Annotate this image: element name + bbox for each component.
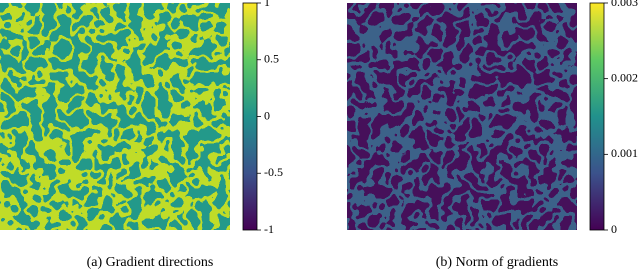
colorbar-tick-label: 0.002 xyxy=(611,70,638,84)
caption: (a) Gradient directions xyxy=(87,255,214,270)
colorbar xyxy=(589,2,605,231)
colorbar-tick-label: 0 xyxy=(264,108,270,122)
colorbar-tick-label: 1 xyxy=(264,0,270,9)
caption: (b) Norm of gradients xyxy=(436,255,558,270)
colorbar-tick-label: 0.5 xyxy=(264,52,279,66)
colorbar xyxy=(242,2,258,231)
colorbar-tick-label: -1 xyxy=(264,222,274,236)
heatmap-texture xyxy=(347,3,577,230)
colorbar-tick-label: -0.5 xyxy=(264,165,283,179)
heatmap-texture xyxy=(0,3,230,230)
colorbar-tick-label: 0.003 xyxy=(611,0,638,9)
colorbar-tick-label: 0 xyxy=(611,222,617,236)
colorbar-tick-label: 0.001 xyxy=(611,146,638,160)
